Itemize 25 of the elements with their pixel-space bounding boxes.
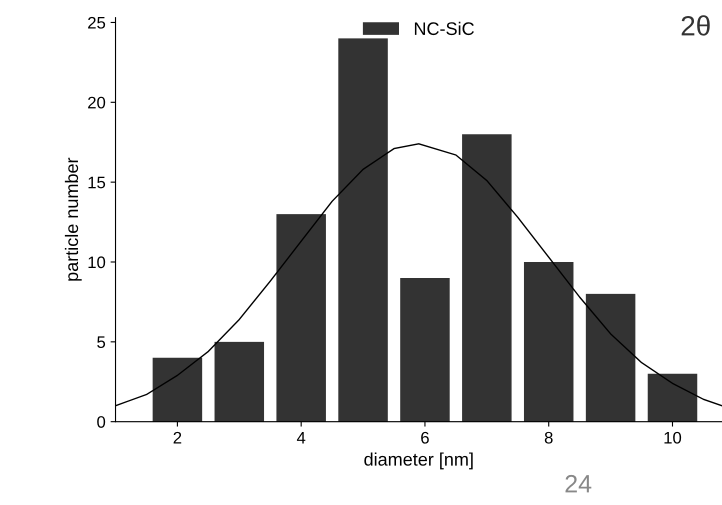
bar [586,294,636,422]
bar [462,134,512,422]
bar [338,38,388,422]
y-tick-label: 15 [88,176,106,188]
y-tick-label: 0 [97,416,106,428]
text: 24 [565,474,592,492]
x-tick-label: 8 [544,432,553,444]
bar [152,358,202,422]
y-tick-label: 5 [97,336,106,348]
bar [214,342,264,422]
y-axis-title: particle number [64,158,82,281]
y-tick-label: 20 [88,96,106,109]
legend-label: NC-SiC [414,22,474,36]
x-tick-label: 4 [296,432,306,444]
y-tick-label: 25 [88,16,106,29]
x-tick-label: 6 [421,432,429,444]
bar [400,278,450,422]
y-tick-label: 10 [88,256,106,268]
bar [648,374,698,422]
bar [276,214,326,422]
x-tick-label: 2 [174,432,182,444]
x-tick-label: 10 [664,432,682,444]
annotation: 2θ [682,15,710,36]
x-axis-title: diameter [nm] [364,452,473,470]
bar [524,262,574,422]
